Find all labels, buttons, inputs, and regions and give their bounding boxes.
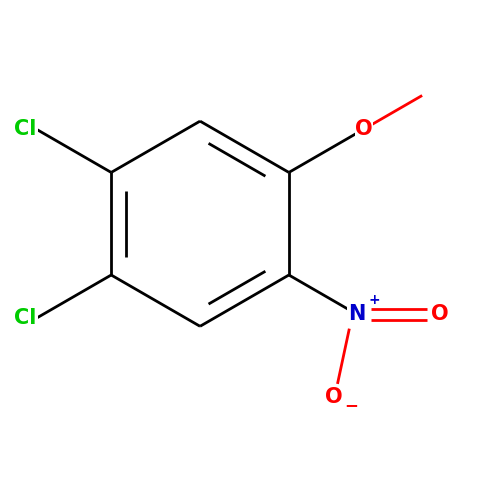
Text: N: N [349, 305, 366, 324]
Text: +: + [369, 293, 380, 307]
Text: −: − [344, 396, 358, 414]
Text: Cl: Cl [14, 119, 36, 139]
Text: O: O [431, 305, 449, 324]
Text: Cl: Cl [14, 308, 36, 329]
Text: O: O [325, 388, 342, 407]
Text: O: O [355, 119, 373, 139]
